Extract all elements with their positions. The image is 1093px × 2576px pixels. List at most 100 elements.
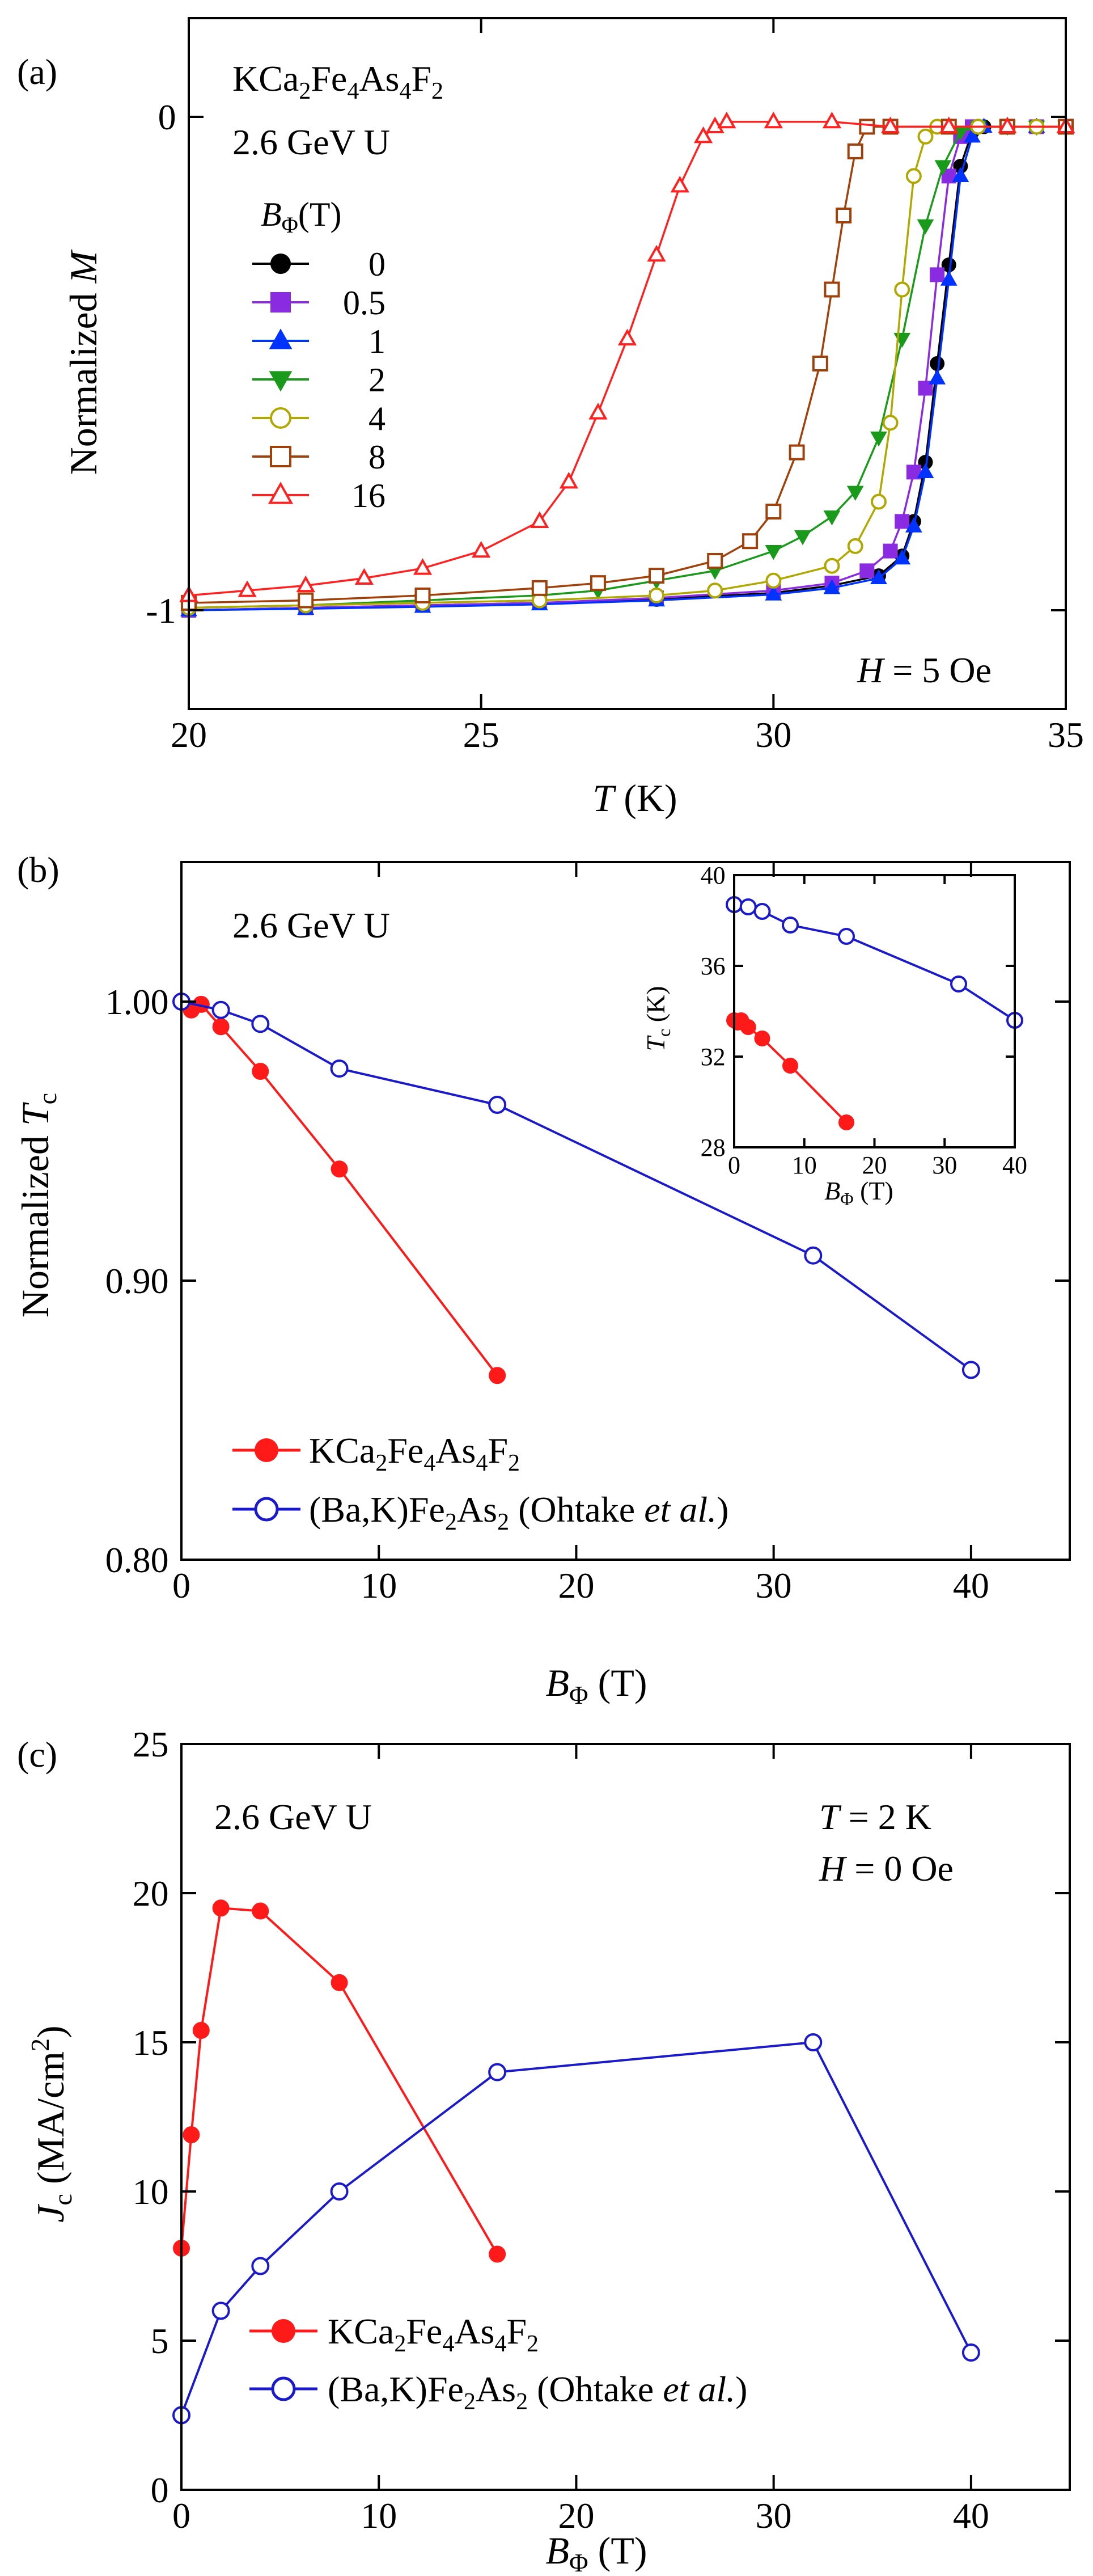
panel-b-data-point bbox=[961, 1361, 980, 1379]
panel-a-field-label: H = 5 Oe bbox=[857, 650, 992, 690]
panel-c-y-tick-label: 25 bbox=[133, 1724, 169, 1764]
panel-c-legend: KCa2Fe4As4F2 (Ba,K)Fe2As2 (Ohtake et al.… bbox=[249, 2311, 747, 2415]
panel-c-legend-entry-bak-fe2as2: (Ba,K)Fe2As2 (Ohtake et al.) bbox=[328, 2369, 747, 2415]
panel-b-legend-entry-bak-fe2as2: (Ba,K)Fe2As2 (Ohtake et al.) bbox=[309, 1489, 728, 1535]
inset-data-point bbox=[753, 903, 771, 920]
panel-a-data-point bbox=[707, 553, 723, 569]
panel-a-data-point bbox=[880, 116, 900, 133]
inset-data-point bbox=[950, 975, 967, 993]
panel-a-data-point bbox=[765, 545, 782, 560]
panel-c-y-tick-label: 20 bbox=[133, 1873, 169, 1914]
panel-a-data-point bbox=[823, 579, 841, 594]
legend-marker bbox=[254, 1497, 279, 1522]
panel-c-y-tick-label: 5 bbox=[151, 2321, 169, 2361]
panel-a-x-tick-label: 25 bbox=[463, 715, 499, 755]
panel-c-x-tick-label: 0 bbox=[172, 2495, 190, 2536]
panel-a-data-point bbox=[894, 281, 910, 298]
panel-a-x-tick-label: 30 bbox=[755, 715, 791, 755]
panel-a-y-tick-label: 0 bbox=[158, 97, 176, 137]
panel-a-plot-frame bbox=[188, 17, 1067, 710]
panel-b-series-kca2fe4as4f2 bbox=[173, 993, 506, 1384]
panel-b-data-point bbox=[804, 1246, 823, 1265]
panel-a-data-point bbox=[952, 167, 969, 182]
panel-b-y-axis-label: Normalized Tc bbox=[14, 1093, 62, 1317]
inset-data-point bbox=[754, 1031, 770, 1046]
panel-a-legend-entry: 4 bbox=[252, 400, 385, 437]
panel-a-data-point bbox=[789, 444, 805, 461]
panel-c-data-point bbox=[211, 2301, 230, 2320]
panel-c-data-point bbox=[961, 2343, 980, 2362]
panel-c-data-point bbox=[804, 2033, 823, 2051]
panel-b-x-tick-label: 0 bbox=[172, 1565, 190, 1606]
panel-a-data-point bbox=[617, 328, 637, 346]
panel-b-plot-area bbox=[172, 993, 980, 1384]
panel-b-x-tick-label: 20 bbox=[558, 1565, 594, 1606]
panel-c-data-point bbox=[252, 1902, 269, 1920]
panel-a-data-point bbox=[934, 160, 952, 175]
inset-x-axis-label: BΦ (T) bbox=[824, 1176, 893, 1209]
panel-b-inset-chart: BΦ (T) Tc (K) 0 10 20 30 40 28 32 36 40 bbox=[641, 862, 1027, 1209]
panel-c-irradiation-label: 2.6 GeV U bbox=[214, 1797, 372, 1837]
panel-a-magnetization-chart: (a) KCa2Fe4As4F2 2.6 GeV U BΦ(T) 00.5124… bbox=[17, 17, 1084, 820]
panel-a-legend-entry: 1 bbox=[252, 323, 385, 360]
panel-a-data-point bbox=[870, 493, 887, 510]
panel-a-data-point bbox=[764, 111, 783, 129]
panel-b-plot-frame bbox=[180, 861, 1071, 1561]
panel-a-data-point bbox=[823, 510, 841, 526]
panel-a-legend-entry: 0 bbox=[252, 246, 385, 283]
panel-a-legend-label: 8 bbox=[368, 438, 385, 476]
panel-a-data-point bbox=[998, 116, 1017, 133]
panel-a-data-point bbox=[531, 580, 548, 596]
panel-a-x-tick-label: 35 bbox=[1048, 715, 1084, 755]
panel-a-data-point bbox=[707, 582, 723, 599]
panel-c-data-point bbox=[212, 1899, 230, 1917]
inset-data-point bbox=[838, 928, 855, 945]
panel-a-data-point bbox=[930, 267, 945, 282]
panel-a-legend-label: 0 bbox=[368, 246, 385, 283]
panel-a-legend-entry: 0.5 bbox=[252, 284, 385, 322]
inset-y-tick-label: 36 bbox=[701, 952, 726, 980]
legend-marker bbox=[269, 371, 293, 392]
panel-a-data-point bbox=[895, 514, 910, 529]
panel-a-data-point bbox=[836, 208, 852, 223]
inset-x-tick-label: 0 bbox=[728, 1151, 740, 1179]
panel-b-data-point bbox=[489, 1367, 506, 1384]
panel-b-data-point bbox=[331, 1160, 348, 1178]
panel-c-data-point bbox=[488, 2063, 507, 2081]
inset-data-point bbox=[838, 1114, 854, 1130]
panel-a-data-point bbox=[824, 281, 840, 298]
inset-data-point bbox=[740, 1019, 756, 1035]
panel-b-data-point bbox=[251, 1015, 270, 1033]
panel-c-data-point bbox=[251, 2257, 270, 2275]
panel-a-data-point bbox=[939, 116, 959, 133]
panel-a-data-point bbox=[859, 563, 875, 578]
inset-x-tick-label: 20 bbox=[862, 1151, 887, 1179]
inset-x-tick-label: 40 bbox=[1002, 1151, 1027, 1179]
panel-c-x-tick-label: 20 bbox=[558, 2495, 594, 2536]
panel-c-y-tick-label: 0 bbox=[151, 2470, 169, 2510]
panel-a-data-point bbox=[964, 127, 981, 143]
panel-a-data-point bbox=[670, 175, 689, 193]
panel-a-data-point bbox=[765, 504, 782, 520]
panel-c-data-point bbox=[183, 2126, 200, 2144]
panel-c-temperature-label: T = 2 K bbox=[819, 1797, 931, 1837]
panel-a-data-point bbox=[883, 543, 898, 559]
panel-a-data-point bbox=[742, 533, 759, 550]
panel-a-data-point bbox=[765, 572, 782, 589]
panel-c-data-point bbox=[330, 2182, 349, 2201]
inset-x-tick-label: 30 bbox=[932, 1151, 957, 1179]
panel-b-y-tick-label: 0.90 bbox=[105, 1261, 169, 1301]
panel-b-x-tick-label: 40 bbox=[953, 1565, 989, 1606]
panel-a-data-point bbox=[414, 587, 431, 603]
panel-c-series-ba-k-fe2as2-ohtake-et-al bbox=[172, 2033, 980, 2425]
panel-b-x-axis-label: BΦ (T) bbox=[546, 1661, 647, 1709]
panel-b-data-point bbox=[252, 1063, 269, 1080]
panel-a-data-point bbox=[472, 540, 491, 558]
inset-data-point bbox=[739, 898, 757, 915]
panel-c-field-label: H = 0 Oe bbox=[819, 1848, 954, 1889]
legend-marker bbox=[270, 292, 291, 313]
inset-series-line bbox=[734, 903, 1016, 1021]
inset-plot-area bbox=[726, 896, 1023, 1130]
panel-c-data-point bbox=[489, 2245, 506, 2263]
panel-a-data-point bbox=[859, 119, 875, 135]
